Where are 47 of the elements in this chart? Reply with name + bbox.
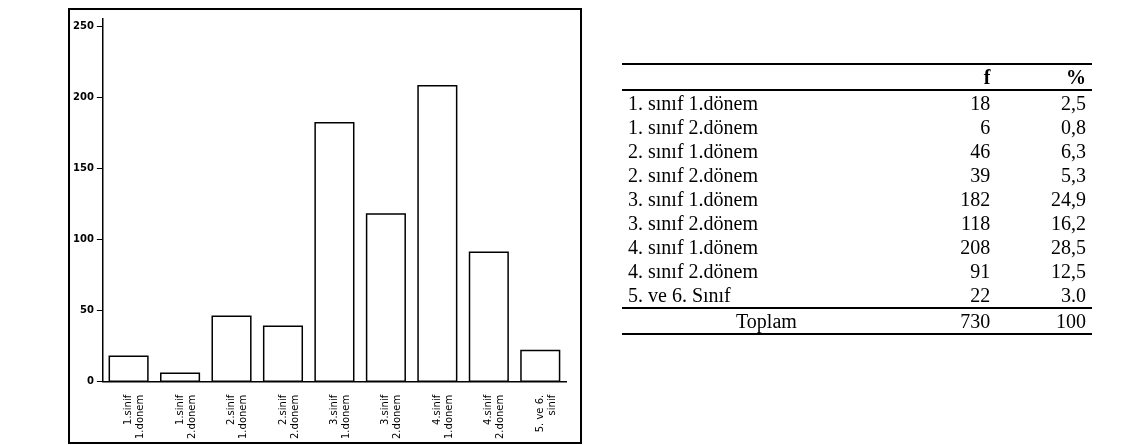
category-label: 5. ve 6. Sınıf [627, 283, 732, 308]
data-label: 118 [960, 211, 992, 235]
data-label: 22 [969, 283, 992, 308]
data-label: 5,3 [1060, 163, 1087, 187]
category-label: 4. sınıf 2.dönem [627, 259, 759, 283]
y-tick-label: 0 [86, 375, 94, 387]
y-tick-label: 250 [73, 19, 94, 31]
x-tick-label: 3.sinif 2.donem [379, 394, 403, 440]
y-tick-label: 200 [73, 90, 94, 102]
x-tick-label: 4.sinif 1.donem [430, 394, 454, 440]
category-label: Toplam [735, 309, 798, 334]
x-tick-label: 1.sinif 2.donem [173, 394, 197, 440]
text: f [982, 65, 992, 90]
data-label: 28,5 [1050, 235, 1087, 259]
x-tick-label: 3.sinif 1.donem [328, 394, 352, 440]
category-label: 3. sınıf 1.dönem [627, 187, 759, 211]
data-label: 39 [969, 163, 992, 187]
data-label: 182 [959, 187, 992, 211]
y-tick-label: 100 [73, 233, 94, 245]
data-label: 2,5 [1060, 91, 1087, 115]
data-label: 100 [1055, 309, 1087, 334]
x-tick-label: 2.sinif 2.donem [276, 394, 300, 440]
data-label: 0,8 [1060, 115, 1087, 139]
text: % [1065, 65, 1087, 90]
category-label: 2. sınıf 1.dönem [627, 139, 759, 163]
data-label: 91 [969, 259, 992, 283]
category-label: 3. sınıf 2.dönem [627, 211, 759, 235]
category-label: 1. sınıf 1.dönem [627, 91, 759, 115]
data-label: 18 [969, 91, 992, 115]
category-label: 4. sınıf 1.dönem [627, 235, 759, 259]
data-label: 16,2 [1050, 211, 1087, 235]
y-tick-label: 50 [79, 304, 94, 316]
data-label: 24,9 [1050, 187, 1087, 211]
data-label: 730 [959, 309, 992, 334]
x-tick-label: 2.sinif 1.donem [225, 394, 249, 440]
category-label: 2. sınıf 2.dönem [627, 163, 759, 187]
data-label: 3.0 [1060, 283, 1087, 308]
data-label: 6,3 [1060, 139, 1087, 163]
data-label: 46 [969, 139, 992, 163]
x-tick-label: 5. ve 6. sinif [533, 394, 557, 433]
y-tick-label: 150 [73, 161, 94, 173]
category-label: 1. sınıf 2.dönem [627, 115, 759, 139]
x-tick-label: 4.sinif 2.donem [482, 394, 506, 440]
data-label: 6 [979, 115, 992, 139]
data-label: 12,5 [1050, 259, 1087, 283]
x-tick-label: 1.sinif 1.donem [122, 394, 146, 440]
data-label: 208 [959, 235, 992, 259]
